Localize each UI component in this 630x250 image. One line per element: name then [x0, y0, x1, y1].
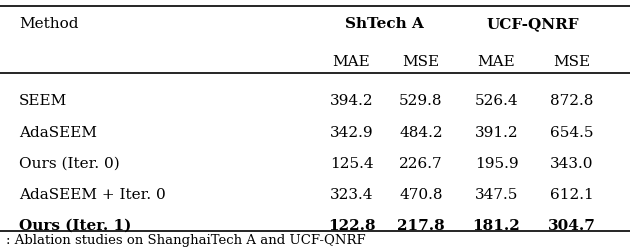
Text: 347.5: 347.5	[475, 188, 518, 202]
Text: SEEM: SEEM	[19, 94, 67, 108]
Text: MSE: MSE	[554, 55, 590, 69]
Text: 654.5: 654.5	[550, 126, 594, 140]
Text: 122.8: 122.8	[328, 219, 375, 233]
Text: 125.4: 125.4	[329, 156, 374, 170]
Text: Ours (Iter. 1): Ours (Iter. 1)	[19, 219, 131, 233]
Text: 342.9: 342.9	[329, 126, 374, 140]
Text: 304.7: 304.7	[548, 219, 596, 233]
Text: Method: Method	[19, 18, 78, 32]
Text: MAE: MAE	[333, 55, 370, 69]
Text: : Ablation studies on ShanghaiTech A and UCF-QNRF: : Ablation studies on ShanghaiTech A and…	[6, 234, 366, 247]
Text: ShTech A: ShTech A	[345, 18, 424, 32]
Text: AdaSEEM: AdaSEEM	[19, 126, 97, 140]
Text: MSE: MSE	[403, 55, 439, 69]
Text: 323.4: 323.4	[329, 188, 374, 202]
Text: 484.2: 484.2	[399, 126, 443, 140]
Text: 226.7: 226.7	[399, 156, 443, 170]
Text: 529.8: 529.8	[399, 94, 443, 108]
Text: 391.2: 391.2	[474, 126, 518, 140]
Text: 394.2: 394.2	[329, 94, 374, 108]
Text: MAE: MAE	[478, 55, 515, 69]
Text: Ours (Iter. 0): Ours (Iter. 0)	[19, 156, 120, 170]
Text: 181.2: 181.2	[472, 219, 520, 233]
Text: 343.0: 343.0	[550, 156, 594, 170]
Text: 872.8: 872.8	[551, 94, 593, 108]
Text: 217.8: 217.8	[397, 219, 445, 233]
Text: 526.4: 526.4	[474, 94, 518, 108]
Text: 195.9: 195.9	[474, 156, 518, 170]
Text: UCF-QNRF: UCF-QNRF	[486, 18, 579, 32]
Text: 612.1: 612.1	[550, 188, 594, 202]
Text: 470.8: 470.8	[399, 188, 443, 202]
Text: AdaSEEM + Iter. 0: AdaSEEM + Iter. 0	[19, 188, 166, 202]
